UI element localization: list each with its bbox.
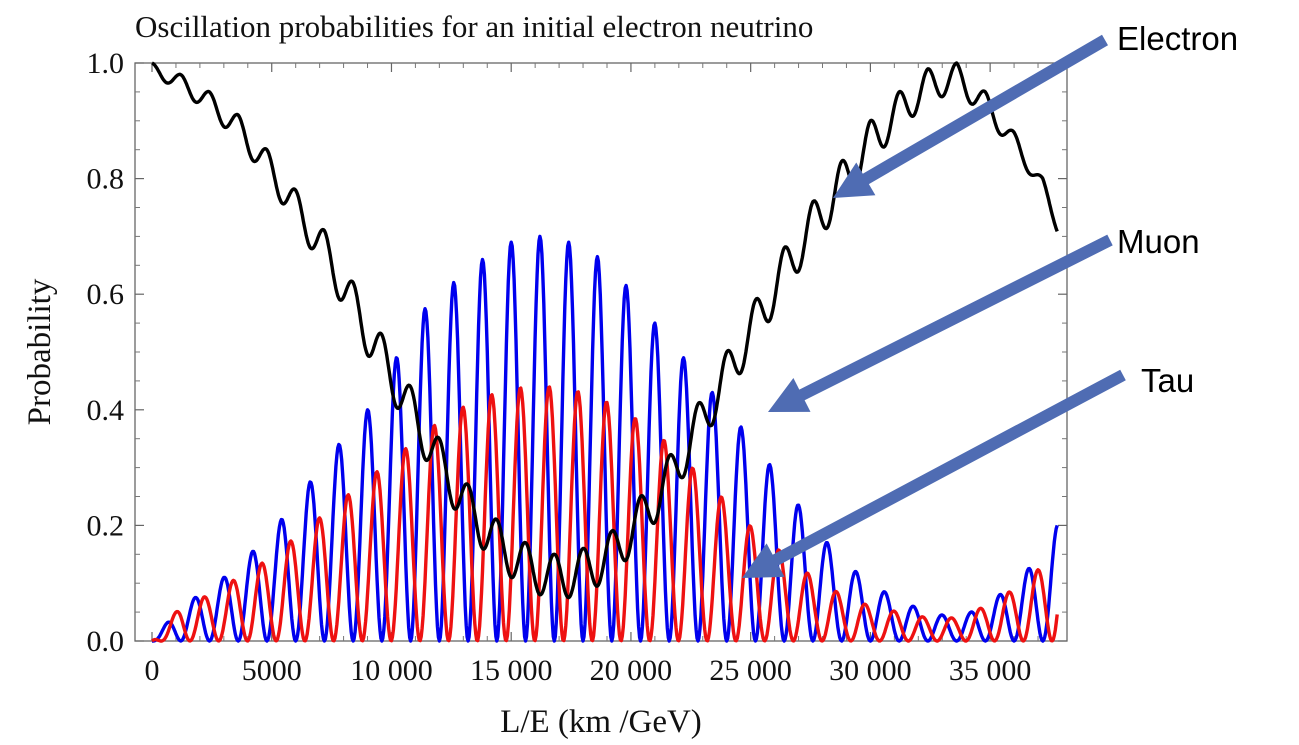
x-tick-label: 10 000 <box>350 654 433 687</box>
annotation-arrows: Electron Muon Tau <box>742 20 1238 578</box>
y-tick-label: 0.8 <box>87 163 125 196</box>
annotation-arrow-muon <box>768 234 1113 412</box>
annotation-arrow-electron <box>833 34 1108 198</box>
y-tick-label: 1.0 <box>87 47 125 80</box>
chart-title: Oscillation probabilities for an initial… <box>135 9 813 44</box>
y-axis-title: Probability <box>22 278 58 425</box>
series-line-tau <box>151 385 1059 643</box>
x-tick-label: 15 000 <box>470 654 553 687</box>
x-axis-title: L/E (km /GeV) <box>500 704 702 740</box>
x-tick-label: 30 000 <box>829 654 912 687</box>
series-line-electron <box>151 61 1059 600</box>
annotation-label-electron: Electron <box>1117 20 1238 57</box>
x-tick-label: 20 000 <box>590 654 673 687</box>
y-tick-label: 0.0 <box>87 625 125 658</box>
x-tick-label: 5000 <box>242 654 302 687</box>
y-tick-label: 0.6 <box>87 278 125 311</box>
annotation-label-tau: Tau <box>1141 362 1194 399</box>
axis-ticks: 0 5000 10 000 15 000 20 000 25 000 30 000 35 00… <box>87 47 1067 687</box>
series-line-muon <box>151 234 1059 643</box>
annotation-label-muon: Muon <box>1117 223 1200 260</box>
x-tick-label: 25 000 <box>709 654 792 687</box>
x-tick-label: 0 <box>145 654 160 687</box>
series-lines <box>151 61 1059 643</box>
annotation-arrow-tau <box>742 369 1126 578</box>
y-tick-label: 0.2 <box>87 509 125 542</box>
y-tick-label: 0.4 <box>87 394 125 427</box>
x-tick-label: 35 000 <box>949 654 1032 687</box>
